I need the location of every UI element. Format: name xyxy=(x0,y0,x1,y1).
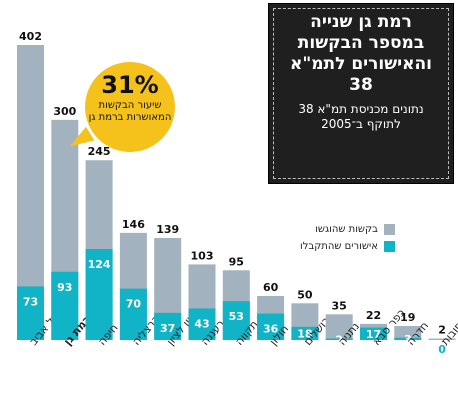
label-approved: 70 xyxy=(126,298,142,311)
bar-approved xyxy=(154,312,182,340)
bar-approved xyxy=(257,313,285,340)
label-approved: 73 xyxy=(23,295,38,308)
label-approved: 18 xyxy=(297,327,312,340)
label-submitted: 35 xyxy=(332,299,347,312)
label-approved: 93 xyxy=(57,281,72,294)
legend-item-approved: אישורים שהתקבלו xyxy=(300,241,395,252)
legend: בקשות שהוגשו אישורים שהתקבלו xyxy=(300,224,395,258)
chart-subtitle: נתונים מכניסת תמ"א 38 לתוקף ב־2005 xyxy=(298,102,424,131)
bar-approved xyxy=(85,249,113,340)
label-approved: 37 xyxy=(160,322,175,335)
label-submitted: 300 xyxy=(53,105,76,118)
bar-approved xyxy=(360,327,387,340)
label-submitted: 103 xyxy=(191,249,214,262)
bar-approved xyxy=(222,301,250,340)
title-box: רמת גן שנייה במספר הבקשות והאישורים לתמ"… xyxy=(268,3,454,184)
label-approved: 0 xyxy=(438,343,446,356)
chart-title: רמת גן שנייה במספר הבקשות והאישורים לתמ"… xyxy=(289,12,433,95)
label-submitted: 22 xyxy=(366,309,381,322)
bar-approved xyxy=(188,308,216,340)
bar-approved xyxy=(17,286,44,340)
label-submitted: 60 xyxy=(263,281,279,294)
callout-text: שיעור הבקשות המאושרות ברמת גן xyxy=(88,100,172,123)
label-submitted: 139 xyxy=(156,223,179,236)
bar-approved xyxy=(325,338,353,340)
legend-swatch-submitted xyxy=(383,224,395,235)
legend-label-submitted: בקשות שהוגשו xyxy=(315,224,378,235)
label-approved: 43 xyxy=(194,317,209,330)
label-submitted: 95 xyxy=(229,255,244,268)
legend-swatch-approved xyxy=(383,241,395,252)
label-approved: 3 xyxy=(404,333,412,346)
label-submitted: 19 xyxy=(400,311,415,324)
callout-bubble: 31% שיעור הבקשות המאושרות ברמת גן xyxy=(85,62,175,152)
bar-approved xyxy=(51,271,79,340)
bar-approved xyxy=(291,326,319,340)
label-submitted: 146 xyxy=(122,218,145,231)
label-submitted: 402 xyxy=(19,30,42,43)
legend-item-submitted: בקשות שהוגשו xyxy=(300,224,395,235)
legend-label-approved: אישורים שהתקבלו xyxy=(300,241,378,252)
label-approved: 17 xyxy=(366,328,381,341)
bar-submitted xyxy=(394,326,422,340)
label-approved: 2 xyxy=(335,333,343,346)
label-approved: 53 xyxy=(229,310,244,323)
label-approved: 124 xyxy=(88,258,111,271)
label-submitted: 2 xyxy=(438,324,446,337)
bar-submitted xyxy=(428,338,456,340)
bar-submitted xyxy=(325,314,353,340)
label-approved: 36 xyxy=(263,323,279,336)
callout-value: 31% xyxy=(101,71,159,99)
bar-approved xyxy=(394,337,422,340)
label-submitted: 245 xyxy=(88,145,111,158)
label-submitted: 50 xyxy=(297,288,313,301)
bar-approved xyxy=(119,288,147,340)
